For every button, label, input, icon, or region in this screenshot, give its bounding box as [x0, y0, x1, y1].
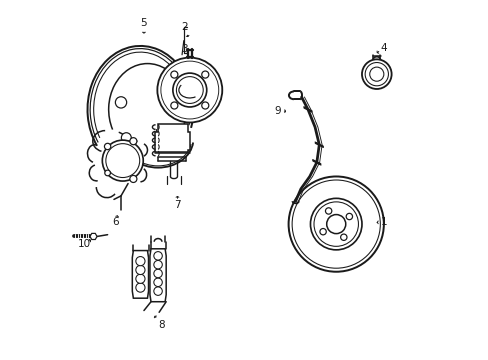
Circle shape	[136, 283, 145, 292]
Circle shape	[288, 176, 383, 272]
Circle shape	[202, 71, 208, 78]
Circle shape	[154, 278, 162, 287]
Polygon shape	[150, 249, 166, 302]
Circle shape	[319, 229, 325, 235]
Polygon shape	[90, 233, 97, 239]
Circle shape	[326, 215, 345, 234]
Text: 1: 1	[380, 217, 386, 227]
Circle shape	[104, 143, 111, 150]
Circle shape	[161, 61, 218, 119]
Circle shape	[170, 102, 178, 109]
Circle shape	[361, 59, 391, 89]
Circle shape	[136, 265, 145, 275]
Circle shape	[365, 63, 387, 86]
Circle shape	[340, 234, 346, 240]
Polygon shape	[154, 123, 189, 152]
Text: 2: 2	[181, 22, 187, 32]
Circle shape	[176, 77, 203, 103]
Circle shape	[130, 138, 137, 145]
Text: 3: 3	[181, 45, 187, 54]
Circle shape	[136, 274, 145, 283]
Text: 4: 4	[380, 43, 386, 53]
Circle shape	[102, 140, 143, 181]
Circle shape	[369, 67, 383, 81]
Circle shape	[157, 58, 222, 122]
Circle shape	[310, 198, 361, 250]
Text: 7: 7	[174, 200, 181, 210]
Circle shape	[154, 252, 162, 260]
Circle shape	[154, 269, 162, 278]
Circle shape	[105, 144, 140, 177]
Circle shape	[130, 175, 137, 183]
Circle shape	[291, 180, 380, 268]
Text: 5: 5	[141, 18, 147, 28]
Circle shape	[173, 73, 206, 107]
Circle shape	[121, 133, 131, 143]
Circle shape	[170, 71, 178, 78]
Circle shape	[115, 97, 126, 108]
Text: 6: 6	[112, 217, 119, 227]
Circle shape	[154, 287, 162, 295]
Circle shape	[313, 202, 358, 246]
Text: 10: 10	[77, 239, 90, 248]
Circle shape	[325, 208, 331, 214]
Circle shape	[104, 170, 110, 176]
Text: 8: 8	[158, 320, 164, 330]
Text: 9: 9	[274, 106, 281, 116]
Polygon shape	[132, 251, 148, 298]
Circle shape	[346, 213, 352, 220]
Circle shape	[136, 257, 145, 266]
Circle shape	[154, 260, 162, 269]
Circle shape	[202, 102, 208, 109]
